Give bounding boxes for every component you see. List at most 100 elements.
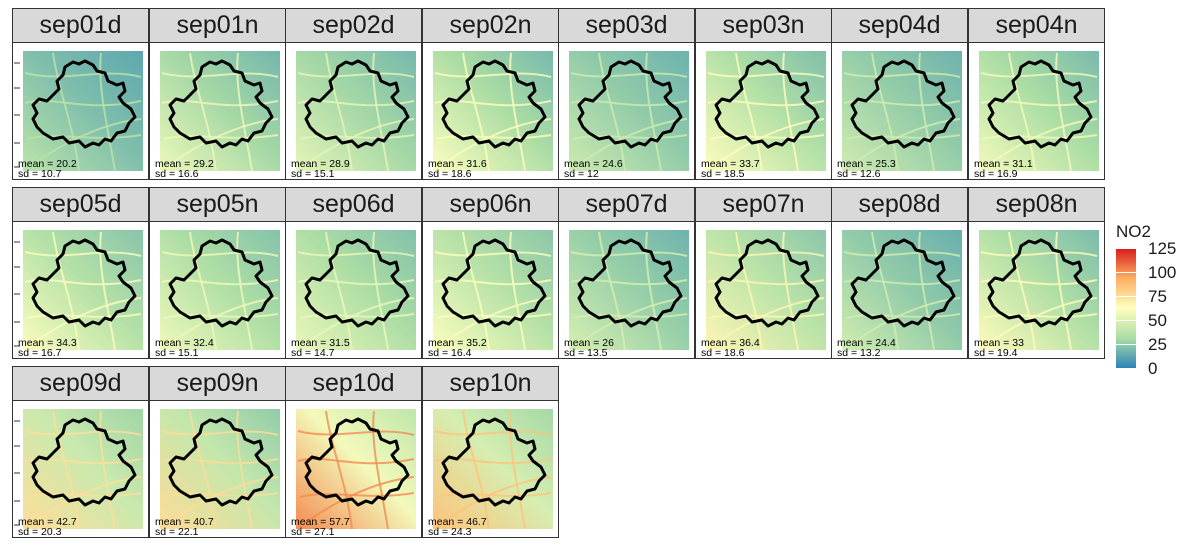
road-hotspot	[307, 476, 415, 522]
no2-raster	[433, 51, 553, 171]
city-boundary	[441, 238, 547, 328]
facet-strip-label: sep09n	[149, 366, 286, 401]
mean-label: mean = 35.2	[428, 337, 487, 349]
facet-panel: sep01n mean = 29.2 sd = 16.6	[149, 8, 286, 180]
facet-plot-area: mean = 24.6 sd = 12	[558, 43, 695, 180]
facet-strip-label: sep08n	[968, 187, 1105, 222]
mean-label: mean = 24.4	[837, 337, 896, 349]
facet-plot-area: mean = 46.7 sd = 24.3	[422, 401, 559, 538]
road-hotspot	[1055, 52, 1072, 172]
facet-plot-area: mean = 24.4 sd = 13.2	[831, 222, 968, 359]
facet-map	[296, 230, 416, 351]
road-hotspot	[325, 410, 353, 530]
facet-plot-area: mean = 57.7 sd = 27.1	[285, 401, 422, 538]
legend-tick-label: 25	[1148, 335, 1167, 354]
road-hotspot	[34, 476, 142, 522]
road-hotspot	[297, 251, 415, 257]
facet-map	[842, 51, 962, 172]
facet-strip-label: sep01n	[149, 8, 286, 43]
road-hotspot	[990, 297, 1098, 343]
road-hotspot	[99, 410, 116, 530]
facet-plot-area: mean = 20.2 sd = 10.7	[12, 43, 149, 180]
road-hotspot	[444, 476, 552, 522]
facet-panel: sep04n mean = 31.1 sd = 16.9	[968, 8, 1105, 180]
facet-map	[842, 230, 962, 351]
no2-raster	[160, 409, 280, 529]
legend-tick-label: 100	[1148, 263, 1177, 282]
road-hotspot	[161, 430, 279, 436]
no2-raster	[842, 51, 962, 171]
road-hotspot	[1008, 52, 1036, 172]
sd-label: sd = 18.6	[428, 168, 472, 180]
facet-strip-label: sep07d	[558, 187, 695, 222]
road-hotspot	[735, 52, 763, 172]
facet-plot-area: mean = 28.9 sd = 15.1	[285, 43, 422, 180]
facet-strip-label: sep02d	[285, 8, 422, 43]
sd-label: sd = 20.3	[18, 526, 62, 538]
facet-plot-area: mean = 36.4 sd = 18.6	[695, 222, 832, 359]
mean-label: mean = 25.3	[837, 158, 896, 170]
no2-raster	[160, 230, 280, 350]
facet-strip-label: sep10n	[422, 366, 559, 401]
facet-strip-label: sep07n	[695, 187, 832, 222]
facet-map	[706, 230, 826, 351]
sd-label: sd = 16.4	[428, 347, 472, 359]
facet-plot-area: mean = 35.2 sd = 16.4	[422, 222, 559, 359]
road-hotspot	[707, 72, 825, 78]
legend-title: NO2	[1116, 222, 1151, 241]
city-boundary	[577, 238, 683, 328]
no2-raster	[296, 230, 416, 350]
road-hotspot	[161, 72, 279, 78]
facet-panel: sep08n mean = 33 sd = 19.4	[968, 187, 1105, 359]
road-hotspot	[171, 476, 279, 522]
sd-label: sd = 24.3	[428, 526, 472, 538]
mean-label: mean = 40.7	[155, 516, 214, 528]
facet-plot-area: mean = 34.3 sd = 16.7	[12, 222, 149, 359]
road-hotspot	[236, 231, 253, 351]
mean-label: mean = 28.9	[291, 158, 350, 170]
legend-tick-label: 125	[1148, 239, 1177, 258]
mean-label: mean = 33.7	[701, 158, 760, 170]
road-hotspot	[1055, 231, 1072, 351]
facet-panel: sep05d mean = 34.3 sd = 16.7	[12, 187, 149, 359]
facet-map	[160, 230, 280, 351]
road-hotspot	[580, 297, 688, 343]
legend-tick-mark	[1116, 320, 1136, 321]
road-hotspot	[189, 231, 217, 351]
road-hotspot	[853, 297, 961, 343]
sd-label: sd = 13.2	[837, 347, 881, 359]
sd-label: sd = 27.1	[291, 526, 335, 538]
road-hotspot	[52, 52, 80, 172]
facet-panel: sep09d mean = 42.7 sd = 20.3	[12, 366, 149, 538]
road-hotspot	[171, 118, 279, 164]
sd-label: sd = 15.1	[291, 168, 335, 180]
sd-label: sd = 10.7	[18, 168, 62, 180]
facet-map	[14, 230, 143, 351]
no2-raster	[569, 230, 689, 350]
sd-label: sd = 19.4	[974, 347, 1018, 359]
road-hotspot	[307, 297, 415, 343]
legend-tick-mark	[1116, 272, 1136, 273]
facet-strip-label: sep06n	[422, 187, 559, 222]
road-hotspot	[24, 430, 142, 436]
legend-tick-mark	[1116, 248, 1136, 249]
facet-map	[569, 230, 689, 351]
facet-map	[160, 409, 280, 530]
mean-label: mean = 46.7	[428, 516, 487, 528]
facet-strip-label: sep06d	[285, 187, 422, 222]
facet-panel: sep09n mean = 40.7 sd = 22.1	[149, 366, 286, 538]
road-hotspot	[297, 72, 415, 78]
sd-label: sd = 12.6	[837, 168, 881, 180]
road-hotspot	[99, 52, 116, 172]
no2-raster	[296, 409, 416, 529]
mean-label: mean = 20.2	[18, 158, 77, 170]
road-hotspot	[990, 118, 1098, 164]
mean-label: mean = 42.7	[18, 516, 77, 528]
road-hotspot	[980, 251, 1098, 257]
road-hotspot	[871, 231, 899, 351]
no2-raster	[23, 230, 143, 350]
road-hotspot	[372, 52, 389, 172]
sd-label: sd = 15.1	[155, 347, 199, 359]
mean-label: mean = 26	[564, 337, 614, 349]
no2-raster	[23, 51, 143, 171]
